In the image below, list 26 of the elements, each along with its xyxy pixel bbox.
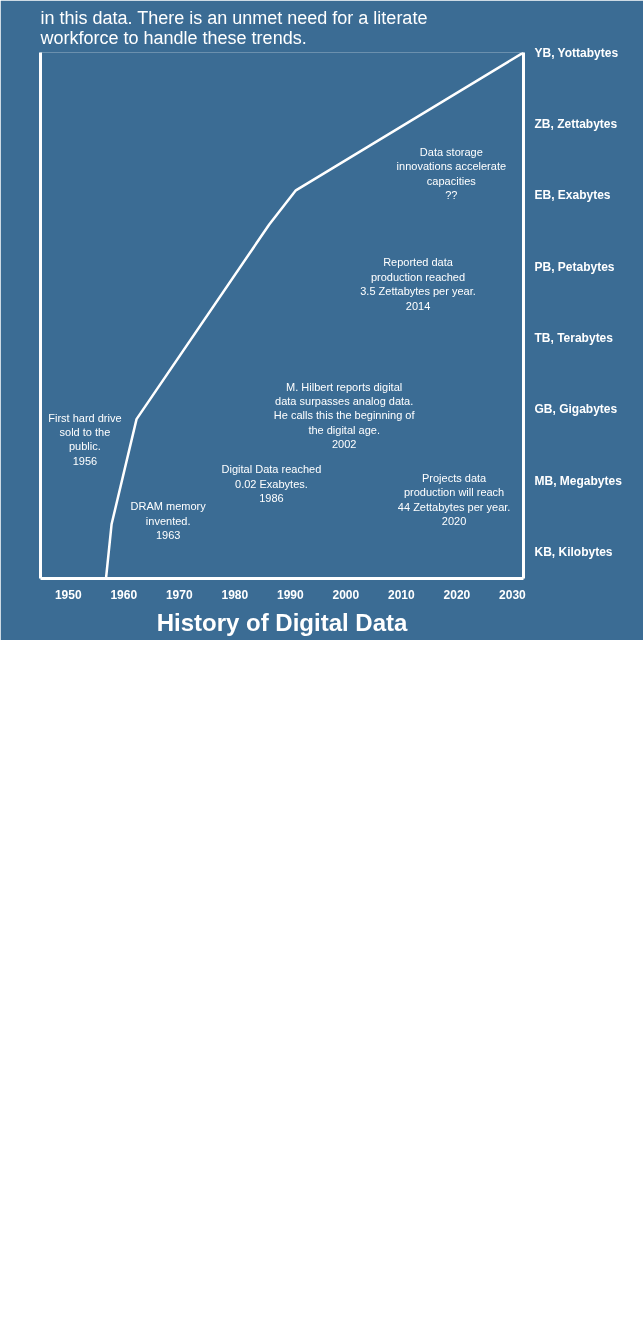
x-tick-label: 2030: [499, 587, 527, 602]
annotation: First hard drive sold to the public. 1956: [48, 411, 122, 467]
x-tick-label: 2000: [332, 587, 360, 602]
text: MB, Megabytes: [534, 473, 623, 488]
annotation: Data storage innovations accelerate capacities ??: [396, 145, 507, 202]
annotation: Digital Data reached 0.02 Exabytes. 1986: [221, 463, 322, 505]
x-tick-label: 1950: [54, 587, 82, 602]
x-tick-label: 1980: [221, 587, 249, 602]
text: EB, Exabytes: [534, 188, 611, 203]
x-tick-label: 2010: [388, 587, 416, 602]
text: ZB, Zettabytes: [534, 116, 618, 131]
text: TB, Terabytes: [534, 331, 614, 346]
text: KB, Kilobytes: [534, 545, 613, 560]
text: GB, Gigabytes: [534, 402, 618, 417]
x-tick-label: 1970: [165, 587, 193, 602]
annotation: Reported data production reached 3.5 Zettabytes per year. 2014: [360, 256, 476, 312]
x-tick-label: 1990: [276, 587, 304, 602]
text: History of Digital Data: [156, 608, 408, 636]
x-tick-label: 2020: [443, 587, 471, 602]
annotation: DRAM memory invented. 1963: [130, 500, 207, 542]
x-tick-label: 1960: [110, 587, 138, 602]
annotation: Projects data production will reach 44 Zettabytes per year. 2020: [397, 472, 511, 528]
text: PB, Petabytes: [534, 259, 615, 274]
annotation: M. Hilbert reports digital data surpasses analog data. He calls this the beginning of the digital age. 2002: [273, 380, 416, 451]
text: YB, Yottabytes: [534, 45, 619, 60]
text: in this data. There is an unmet need for a literate workforce to handle these trends.: [39, 7, 428, 48]
